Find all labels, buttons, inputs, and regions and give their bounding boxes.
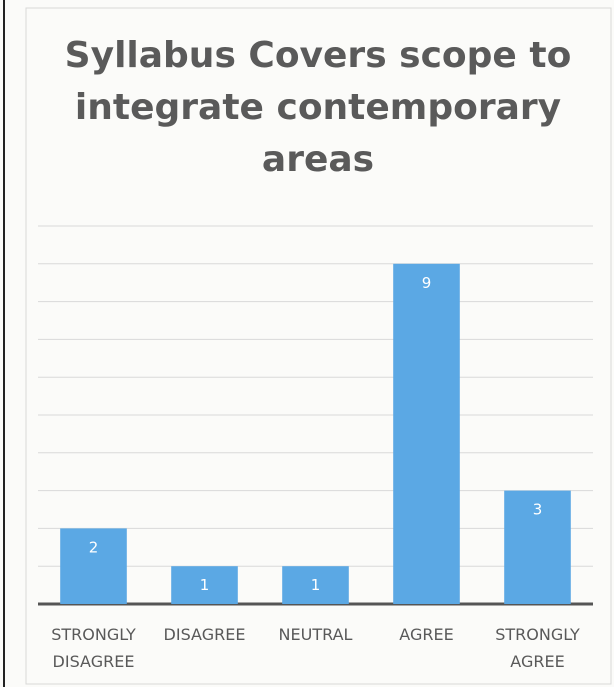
chart-title: Syllabus Covers scope to integrate conte… (64, 35, 572, 180)
data-label: 9 (422, 274, 432, 292)
bar (282, 566, 349, 604)
bar (504, 490, 571, 604)
bar (171, 566, 238, 604)
bar (393, 263, 460, 604)
chart-border (25, 7, 612, 685)
x-tick-label: DISAGREE (163, 625, 246, 644)
x-tick-label: NEUTRAL (278, 625, 353, 644)
data-label: 3 (533, 501, 543, 519)
bar (60, 528, 127, 604)
x-tick-label: STRONGLY AGREE (495, 625, 580, 671)
data-label: 2 (89, 538, 99, 556)
data-label: 1 (311, 576, 321, 594)
x-tick-label: STRONGLY DISAGREE (51, 625, 136, 671)
x-tick-label: AGREE (399, 625, 454, 644)
data-label: 1 (200, 576, 210, 594)
